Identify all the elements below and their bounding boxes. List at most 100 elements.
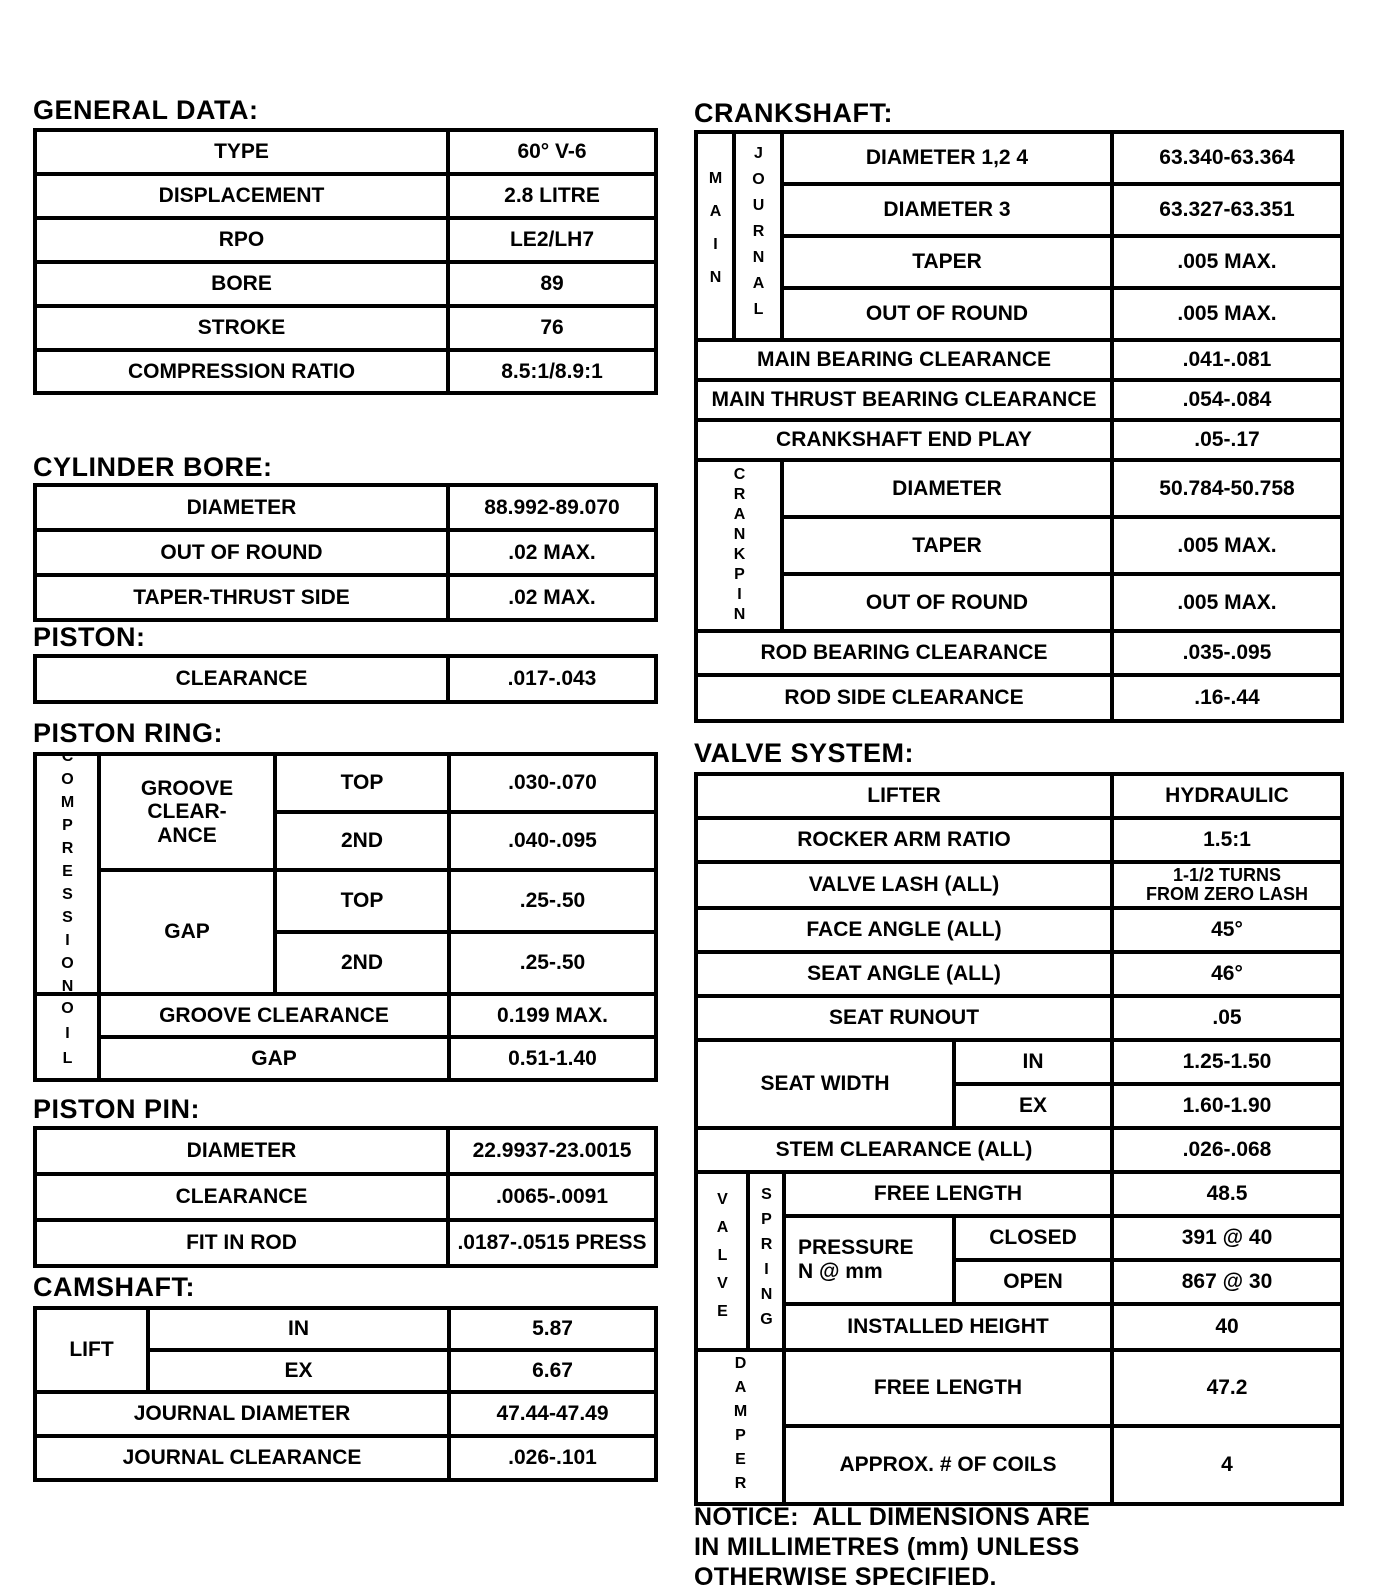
- row-label: MAIN THRUST BEARING CLEARANCE: [696, 380, 1112, 420]
- row-value: 47.2: [1112, 1350, 1342, 1426]
- row-label: CRANKSHAFT END PLAY: [696, 420, 1112, 460]
- piston-ring-table: COMPRESSION GROOVE CLEAR- ANCE TOP .030-…: [33, 752, 658, 1082]
- row-value: 63.327-63.351: [1112, 184, 1342, 236]
- row-label: 2ND: [275, 932, 449, 994]
- row-label: APPROX. # OF COILS: [784, 1426, 1112, 1504]
- row-value: HYDRAULIC: [1112, 774, 1342, 818]
- crankpin-group-label: CRANKPIN: [696, 460, 782, 631]
- row-label: IN: [954, 1040, 1112, 1084]
- row-label: 2ND: [275, 812, 449, 870]
- piston-table: CLEARANCE .017-.043: [33, 654, 658, 704]
- row-label: EX: [148, 1350, 449, 1392]
- row-label: EX: [954, 1084, 1112, 1128]
- row-label: DIAMETER 1,2 4: [782, 132, 1112, 184]
- row-value: 76: [448, 306, 656, 350]
- row-label: IN: [148, 1308, 449, 1350]
- row-label: CLOSED: [954, 1216, 1112, 1260]
- valve-group-label: VALVE: [696, 1172, 748, 1350]
- row-label: ROCKER ARM RATIO: [696, 818, 1112, 862]
- row-value: 60° V-6: [448, 130, 656, 174]
- row-value: 6.67: [449, 1350, 656, 1392]
- row-value: .02 MAX.: [448, 530, 656, 575]
- row-value: LE2/LH7: [448, 218, 656, 262]
- row-label: INSTALLED HEIGHT: [784, 1304, 1112, 1350]
- row-label: RPO: [35, 218, 448, 262]
- row-label: OUT OF ROUND: [35, 530, 448, 575]
- cylinder-bore-table: DIAMETER 88.992-89.070 OUT OF ROUND .02 …: [33, 483, 658, 622]
- row-value: .054-.084: [1112, 380, 1342, 420]
- row-label: STEM CLEARANCE (ALL): [696, 1128, 1112, 1172]
- row-label: DISPLACEMENT: [35, 174, 448, 218]
- piston-heading: PISTON:: [33, 622, 146, 652]
- piston-pin-table: DIAMETER 22.9937-23.0015 CLEARANCE .0065…: [33, 1126, 658, 1268]
- row-value: .25-.50: [449, 870, 656, 932]
- notice-text: NOTICE: ALL DIMENSIONS ARE IN MILLIMETRE…: [694, 1503, 1091, 1591]
- pressure-group-label: PRESSURE N @ mm: [784, 1216, 954, 1304]
- row-label: DIAMETER: [35, 485, 448, 530]
- row-label: TYPE: [35, 130, 448, 174]
- row-label: DIAMETER 3: [782, 184, 1112, 236]
- row-value: 1.5:1: [1112, 818, 1342, 862]
- row-value: .005 MAX.: [1112, 574, 1342, 631]
- row-value: 48.5: [1112, 1172, 1342, 1216]
- row-label: TOP: [275, 754, 449, 812]
- row-value: .0065-.0091: [448, 1174, 656, 1220]
- row-label: LIFTER: [696, 774, 1112, 818]
- row-value: .040-.095: [449, 812, 656, 870]
- piston-pin-heading: PISTON PIN:: [33, 1094, 201, 1124]
- row-value: 867 @ 30: [1112, 1260, 1342, 1304]
- row-label: VALVE LASH (ALL): [696, 862, 1112, 908]
- row-value: 88.992-89.070: [448, 485, 656, 530]
- main-group-label: MAIN: [696, 132, 734, 340]
- row-value: .005 MAX.: [1112, 517, 1342, 574]
- row-label: MAIN BEARING CLEARANCE: [696, 340, 1112, 380]
- row-value: 50.784-50.758: [1112, 460, 1342, 517]
- row-value: 4: [1112, 1426, 1342, 1504]
- row-value: .0187-.0515 PRESS: [448, 1220, 656, 1266]
- row-value: .02 MAX.: [448, 575, 656, 620]
- row-label: CLEARANCE: [35, 656, 448, 702]
- row-value: .035-.095: [1112, 631, 1342, 675]
- row-label: TAPER-THRUST SIDE: [35, 575, 448, 620]
- row-label: JOURNAL CLEARANCE: [35, 1436, 449, 1480]
- row-label: GROOVE CLEARANCE: [99, 994, 449, 1037]
- cylinder-bore-heading: CYLINDER BORE:: [33, 452, 273, 482]
- row-label: SEAT ANGLE (ALL): [696, 952, 1112, 996]
- row-value: 0.51-1.40: [449, 1037, 656, 1080]
- row-label: COMPRESSION RATIO: [35, 350, 448, 393]
- row-value: 40: [1112, 1304, 1342, 1350]
- camshaft-heading: CAMSHAFT:: [33, 1272, 195, 1302]
- row-value: .16-.44: [1112, 675, 1342, 721]
- seat-width-group-label: SEAT WIDTH: [696, 1040, 954, 1128]
- row-label: CLEARANCE: [35, 1174, 448, 1220]
- row-label: GAP: [99, 1037, 449, 1080]
- row-label: FACE ANGLE (ALL): [696, 908, 1112, 952]
- valve-system-heading: VALVE SYSTEM:: [694, 738, 915, 768]
- row-value: 5.87: [449, 1308, 656, 1350]
- row-value: .25-.50: [449, 932, 656, 994]
- row-label: DIAMETER: [35, 1128, 448, 1174]
- groove-clearance-label: GROOVE CLEAR- ANCE: [99, 754, 275, 870]
- row-label: DIAMETER: [782, 460, 1112, 517]
- row-value: .026-.101: [449, 1436, 656, 1480]
- row-value: 46°: [1112, 952, 1342, 996]
- row-value: 1-1/2 TURNS FROM ZERO LASH: [1112, 862, 1342, 908]
- row-label: STROKE: [35, 306, 448, 350]
- row-value: .041-.081: [1112, 340, 1342, 380]
- row-value: 22.9937-23.0015: [448, 1128, 656, 1174]
- row-label: JOURNAL DIAMETER: [35, 1392, 449, 1436]
- crankshaft-table: MAIN JOURNAL DIAMETER 1,2 4 63.340-63.36…: [694, 130, 1344, 723]
- row-label: FIT IN ROD: [35, 1220, 448, 1266]
- row-value: .030-.070: [449, 754, 656, 812]
- row-label: BORE: [35, 262, 448, 306]
- gap-group-label: GAP: [99, 870, 275, 994]
- row-label: FREE LENGTH: [784, 1172, 1112, 1216]
- crankshaft-heading: CRANKSHAFT:: [694, 98, 893, 128]
- row-value: 391 @ 40: [1112, 1216, 1342, 1260]
- row-value: .026-.068: [1112, 1128, 1342, 1172]
- row-value: 1.25-1.50: [1112, 1040, 1342, 1084]
- row-label: ROD SIDE CLEARANCE: [696, 675, 1112, 721]
- row-value: 0.199 MAX.: [449, 994, 656, 1037]
- row-label: TAPER: [782, 236, 1112, 288]
